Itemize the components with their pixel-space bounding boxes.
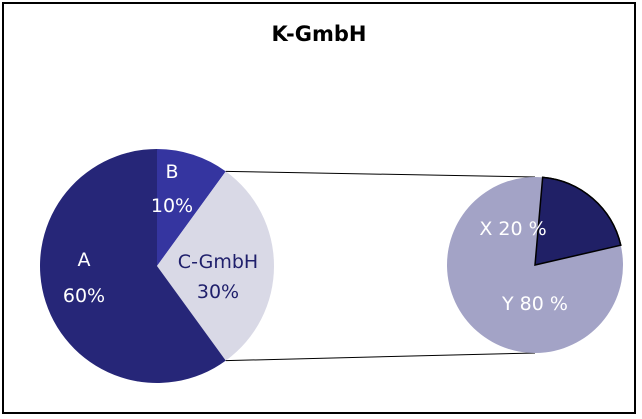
pie-label-percent: 60% (63, 285, 105, 307)
connector-line-bottom (225, 352, 536, 362)
pie-label-percent: 30% (197, 281, 239, 303)
pie-label-percent: 10% (151, 195, 193, 217)
connector-line-top (225, 170, 536, 178)
breakout-label: Y 80 % (501, 293, 568, 315)
breakout-label: X 20 % (479, 218, 546, 240)
breakout-slice-outline (534, 176, 622, 266)
chart-title: K-GmbH (271, 22, 367, 46)
pie-slice-a (40, 149, 226, 383)
pie-slice-b (157, 149, 226, 266)
pie-label-name: C-GmbH (178, 251, 258, 273)
pie-label-name: A (78, 249, 91, 271)
pie-slice-c-gmbh (157, 171, 275, 361)
pie-label-name: B (165, 161, 178, 183)
